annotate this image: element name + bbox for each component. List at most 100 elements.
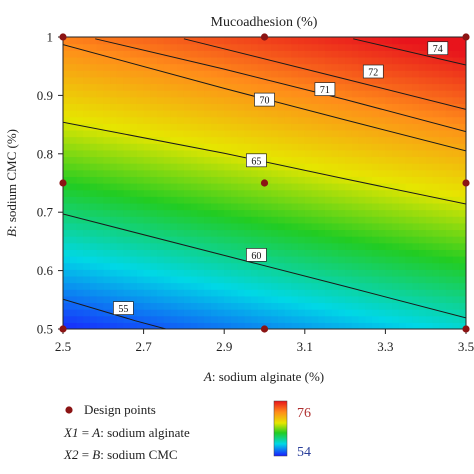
surface-cell [103, 196, 111, 204]
surface-cell [338, 269, 346, 277]
surface-cell [345, 43, 353, 51]
surface-cell [224, 262, 232, 270]
surface-cell [412, 56, 420, 65]
surface-cell [103, 202, 111, 211]
surface-cell [183, 156, 192, 164]
legend-x1-equals: = [78, 425, 92, 440]
surface-cell [230, 176, 239, 184]
surface-cell [257, 289, 266, 297]
surface-cell [298, 236, 306, 244]
surface-cell [345, 63, 353, 71]
surface-cell [230, 136, 239, 144]
surface-cell [143, 289, 151, 297]
surface-cell [177, 256, 185, 264]
surface-cell [459, 83, 466, 91]
surface-cell [103, 169, 111, 177]
surface-cell [439, 236, 447, 244]
surface-cell [89, 209, 98, 217]
surface-cell [452, 236, 460, 244]
surface-cell [284, 103, 292, 111]
surface-cell [277, 156, 286, 164]
surface-cell [123, 149, 131, 158]
surface-cell [351, 302, 360, 310]
surface-cell [338, 136, 346, 144]
surface-cell [351, 176, 360, 184]
surface-cell [197, 222, 205, 231]
surface-cell [190, 269, 198, 277]
surface-cell [331, 123, 339, 131]
surface-cell [371, 163, 380, 171]
surface-cell [63, 236, 71, 244]
surface-cell [311, 176, 319, 184]
surface-cell [210, 302, 219, 310]
surface-cell [224, 322, 232, 329]
surface-cell [183, 50, 192, 58]
surface-cell [324, 295, 333, 304]
colorbar-max-label: 76 [297, 406, 311, 421]
surface-cell [170, 282, 178, 290]
surface-cell [432, 282, 440, 290]
surface-cell [304, 96, 313, 104]
surface-cell [318, 302, 326, 310]
surface-cell [425, 229, 434, 237]
surface-cell [110, 256, 118, 264]
surface-cell [277, 209, 286, 217]
surface-cell [130, 275, 138, 284]
surface-cell [210, 149, 219, 158]
surface-cell [291, 242, 299, 250]
surface-cell [365, 176, 373, 184]
surface-cell [432, 163, 440, 171]
surface-cell [304, 216, 313, 224]
surface-cell [338, 209, 346, 217]
surface-cell [358, 123, 366, 131]
surface-cell [103, 83, 111, 91]
surface-cell [217, 196, 225, 204]
surface-cell [210, 90, 219, 98]
surface-cell [204, 315, 212, 323]
surface-cell [277, 103, 286, 111]
surface-cell [405, 222, 413, 231]
surface-cell [311, 249, 319, 257]
surface-cell [89, 70, 98, 78]
surface-cell [378, 222, 386, 231]
surface-cell [304, 63, 313, 71]
surface-cell [230, 309, 239, 317]
surface-cell [345, 322, 353, 329]
surface-cell [170, 163, 178, 171]
surface-cell [163, 289, 172, 297]
surface-cell [318, 50, 326, 58]
surface-cell [251, 295, 259, 304]
surface-cell [432, 309, 440, 317]
surface-cell [143, 83, 151, 91]
surface-cell [277, 83, 286, 91]
surface-cell [459, 216, 466, 224]
surface-cell [358, 202, 366, 211]
surface-cell [83, 242, 91, 250]
surface-cell [405, 96, 413, 104]
contour-lines [63, 38, 466, 329]
surface-cell [224, 295, 232, 304]
surface-cell [351, 196, 360, 204]
surface-cell [103, 295, 111, 304]
surface-cell [157, 76, 165, 85]
surface-cell [331, 50, 339, 58]
surface-cell [224, 163, 232, 171]
surface-cell [418, 189, 427, 197]
surface-cell [204, 289, 212, 297]
surface-cell [237, 202, 245, 211]
surface-cell [257, 176, 266, 184]
surface-cell [324, 309, 333, 317]
surface-cell [445, 249, 454, 257]
surface-cell [298, 289, 306, 297]
surface-cell [210, 136, 219, 144]
surface-cell [116, 222, 125, 231]
surface-cell [190, 129, 198, 138]
surface-cell [311, 56, 319, 65]
surface-cell [244, 242, 252, 250]
surface-cell [418, 76, 427, 85]
surface-cell [445, 129, 454, 138]
surface-cell [123, 129, 131, 138]
surface-cell [190, 169, 198, 177]
surface-cell [445, 216, 454, 224]
surface-cell [405, 289, 413, 297]
